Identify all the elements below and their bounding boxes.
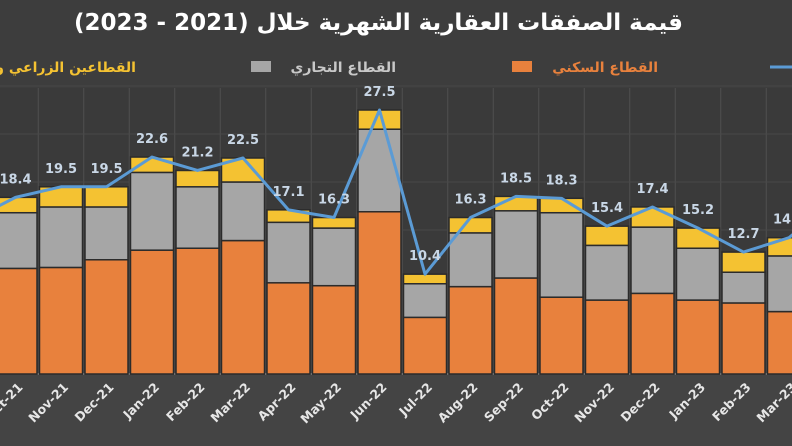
bar-segment-agricultural xyxy=(311,216,357,229)
bar-segment-commercial xyxy=(675,247,721,301)
bar-segment-residential xyxy=(402,316,448,375)
bar-segment-commercial xyxy=(357,128,402,213)
data-label: 18.3 xyxy=(545,173,577,188)
bar-segment-residential xyxy=(38,266,84,375)
bars xyxy=(0,109,792,375)
bar-segment-agricultural xyxy=(675,227,721,249)
bar-segment-agricultural xyxy=(84,186,129,208)
bar-segment-commercial xyxy=(539,211,584,298)
bar-segment-commercial xyxy=(175,186,220,249)
data-label: 27.5 xyxy=(363,85,395,100)
bar-segment-commercial xyxy=(38,206,84,269)
data-label: 18.5 xyxy=(500,171,532,186)
bar-segment-residential xyxy=(220,239,266,375)
data-label: 22.6 xyxy=(136,132,168,147)
bar-segment-commercial xyxy=(448,232,493,288)
x-axis-band xyxy=(0,374,792,446)
bar-segment-agricultural xyxy=(721,251,766,273)
data-label: 14.2 xyxy=(773,213,792,228)
bar-segment-agricultural xyxy=(129,156,175,174)
bar-segment-commercial xyxy=(766,255,792,313)
bar-segment-agricultural xyxy=(175,169,220,188)
bar-segment-residential xyxy=(493,277,539,375)
data-label: 17.4 xyxy=(636,182,668,197)
data-label: 16.3 xyxy=(454,193,486,208)
bar-segment-residential xyxy=(129,249,175,375)
legend-swatch-commercial xyxy=(251,61,271,72)
bar-segment-residential xyxy=(311,284,357,375)
legend-swatch-residential xyxy=(512,61,532,72)
data-label: 15.2 xyxy=(682,203,714,218)
bar-segment-residential xyxy=(84,259,129,375)
bar-segment-residential xyxy=(630,292,675,375)
bar-segment-commercial xyxy=(402,283,448,319)
data-label: 18.4 xyxy=(0,172,32,187)
bar-segment-agricultural xyxy=(584,225,630,247)
bar-segment-commercial xyxy=(493,210,539,279)
bar-segment-residential xyxy=(357,211,402,375)
bar-segment-agricultural xyxy=(630,206,675,228)
bar-segment-residential xyxy=(266,282,311,375)
legend-label-commercial: القطاع التجاري xyxy=(291,60,396,77)
bar-segment-residential xyxy=(539,296,584,375)
data-label: 15.4 xyxy=(591,201,623,216)
data-label: 10.4 xyxy=(409,249,441,264)
data-label: 19.5 xyxy=(90,162,122,177)
data-label: 22.5 xyxy=(227,133,259,148)
bar-segment-commercial xyxy=(266,221,311,284)
bar-segment-residential xyxy=(448,285,493,375)
data-label: 16.3 xyxy=(318,193,350,208)
bar-segment-residential xyxy=(0,267,38,375)
data-label: 21.2 xyxy=(181,145,213,160)
bar-segment-commercial xyxy=(630,226,675,295)
data-label: 19.5 xyxy=(45,162,77,177)
legend-label-agricultural: القطاعين الزراعي و xyxy=(0,60,136,76)
bar-segment-residential xyxy=(766,310,792,375)
data-label: 12.7 xyxy=(727,227,759,242)
bar-segment-agricultural xyxy=(539,197,584,214)
total-line xyxy=(0,108,792,276)
bar-segment-residential xyxy=(721,302,766,375)
bar-segment-residential xyxy=(675,299,721,375)
bar-segment-commercial xyxy=(584,244,630,301)
data-labels: 18.4 19.5 19.5 22.6 21.2 22.5 17.1 16.3 27.5 10.4… xyxy=(0,85,792,264)
bar-segment-commercial xyxy=(0,211,38,270)
bar-segment-agricultural xyxy=(0,196,38,214)
bar-segment-commercial xyxy=(129,171,175,251)
data-label: 17.1 xyxy=(272,185,304,200)
bar-segment-residential xyxy=(175,247,220,375)
legend: القطاع السكني القطاع التجاري القطاعين ال… xyxy=(0,60,792,77)
chart-title: قيمة الصفقات العقارية الشهرية خلال (2021… xyxy=(74,10,683,36)
bar-segment-residential xyxy=(584,299,630,375)
bar-segment-commercial xyxy=(311,227,357,287)
bar-segment-commercial xyxy=(721,271,766,304)
legend-label-residential: القطاع السكني xyxy=(552,60,658,76)
bar-segment-commercial xyxy=(84,206,129,261)
total-line-path xyxy=(0,108,792,276)
bar-segment-commercial xyxy=(220,181,266,242)
